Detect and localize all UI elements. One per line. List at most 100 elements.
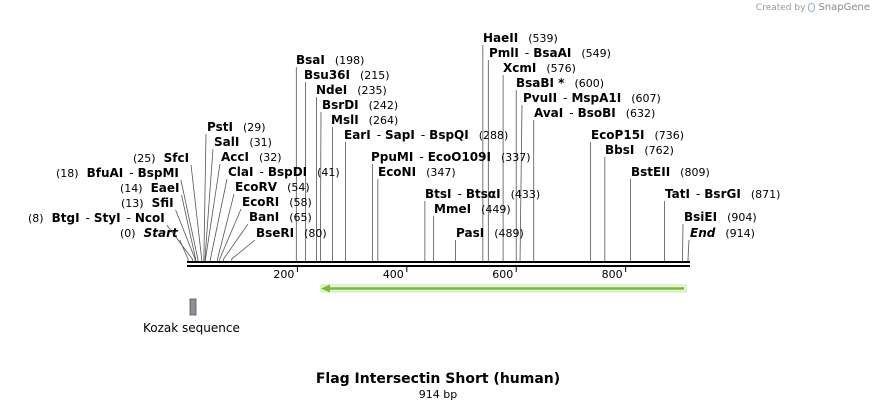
site-position: (607) [631, 92, 661, 105]
site-name: BseRI [256, 226, 294, 240]
site-name: PstI [207, 120, 233, 134]
credit-brand: SnapGene [818, 2, 870, 13]
site-eaei[interactable]: (14) EaeI [120, 181, 180, 195]
site-name: EcoRV [235, 180, 278, 194]
site-name: BsaBI * [516, 76, 565, 90]
site-clai[interactable]: ClaI - BspDI (41) [228, 165, 340, 179]
site-bfuai[interactable]: (18) BfuAI - BspMI [56, 166, 179, 180]
site-name: End [690, 226, 716, 240]
site-leader [204, 148, 214, 262]
site-name: SfcI [164, 151, 189, 165]
site-ecop15i[interactable]: EcoP15I (736) [591, 128, 684, 142]
feature-label-kozak[interactable]: Kozak sequence [143, 321, 240, 335]
site-name: BspQI [429, 128, 469, 142]
site-name: ClaI [228, 165, 253, 179]
site-bsiei[interactable]: BsiEI (904) [684, 210, 757, 224]
site-position: (347) [426, 166, 456, 179]
site-name: EarI [344, 128, 371, 142]
site-position: (632) [626, 107, 656, 120]
site-ppumi[interactable]: PpuMI - EcoO109I (337) [371, 150, 531, 164]
site-position: (13) [121, 197, 144, 210]
site-haeii[interactable]: HaeII (539) [483, 31, 558, 45]
site-bsrdi[interactable]: BsrDI (242) [322, 98, 398, 112]
site-leader [175, 209, 196, 262]
site-btgi[interactable]: (8) BtgI - StyI - NcoI [28, 211, 165, 225]
site-position: (31) [249, 136, 272, 149]
site-mmei[interactable]: MmeI (449) [434, 202, 511, 216]
site-position: (914) [725, 227, 755, 240]
site-name: BsaAI [533, 46, 571, 60]
axis-tick-label: 800 [602, 268, 623, 281]
site-name: BsrDI [322, 98, 359, 112]
site-ecorv[interactable]: EcoRV (54) [235, 180, 310, 194]
site-name: BtgI [52, 211, 80, 225]
site-start[interactable]: (0) Start [120, 226, 179, 240]
site-position: (235) [357, 84, 387, 97]
site-position: (0) [120, 227, 136, 240]
site-name: EcoP15I [591, 128, 645, 142]
site-name: TatI [665, 187, 690, 201]
site-pasi[interactable]: PasI (489) [456, 226, 524, 240]
site-econi[interactable]: EcoNI (347) [378, 165, 456, 179]
site-separator: - [458, 187, 462, 201]
site-end[interactable]: End (914) [690, 226, 755, 240]
site-name: MmeI [434, 202, 471, 216]
site-eari[interactable]: EarI - SapI - BspQI (288) [344, 128, 508, 142]
site-name: BsaI [296, 53, 325, 67]
site-name: Bsu36I [304, 68, 350, 82]
site-ecori[interactable]: EcoRI (58) [242, 195, 312, 209]
site-position: (736) [655, 129, 685, 142]
site-leader [203, 133, 207, 262]
site-separator: - [421, 128, 425, 142]
site-name: StyI [94, 211, 121, 225]
site-sfii[interactable]: (13) SfiI [121, 196, 174, 210]
axis-tick-label: 400 [383, 268, 404, 281]
site-bsteii[interactable]: BstEII (809) [631, 165, 710, 179]
site-pvuii[interactable]: PvuII - MspA1I (607) [523, 91, 661, 105]
axis-tick-label: 600 [492, 268, 513, 281]
site-name: AvaI [534, 106, 563, 120]
site-position: (809) [680, 166, 710, 179]
site-position: (242) [369, 99, 399, 112]
site-ndei[interactable]: NdeI (235) [316, 83, 387, 97]
kozak-feature-box[interactable] [189, 298, 197, 316]
site-tati[interactable]: TatI - BsrGI (871) [665, 187, 780, 201]
site-name: BbsI [605, 143, 634, 157]
site-name: BspMI [138, 166, 179, 180]
site-xcmi[interactable]: XcmI (576) [503, 61, 576, 75]
sequence-backbone [187, 261, 690, 267]
site-bani[interactable]: BanI (65) [249, 210, 312, 224]
site-bsabi-[interactable]: BsaBI * (600) [516, 76, 604, 90]
site-sfci[interactable]: (25) SfcI [133, 151, 189, 165]
site-psti[interactable]: PstI (29) [207, 120, 266, 134]
map-length: 914 bp [418, 388, 458, 401]
site-bbsi[interactable]: BbsI (762) [605, 143, 674, 157]
site-separator: - [127, 211, 131, 225]
axis-ticks: 200 400 600 800 [273, 266, 627, 281]
site-name: SalI [214, 135, 239, 149]
site-pmli[interactable]: PmlI - BsaAI (549) [489, 46, 611, 60]
site-name: PvuII [523, 91, 557, 105]
site-name: BfuAI [87, 166, 124, 180]
site-msli[interactable]: MslI (264) [331, 113, 398, 127]
site-position: (489) [494, 227, 524, 240]
features[interactable] [189, 284, 687, 316]
site-position: (762) [644, 144, 674, 157]
site-avai[interactable]: AvaI - BsoBI (632) [534, 106, 655, 120]
site-leader [217, 193, 235, 262]
site-bsu36i[interactable]: Bsu36I (215) [304, 68, 390, 82]
site-position: (14) [120, 182, 143, 195]
site-sali[interactable]: SalI (31) [214, 135, 272, 149]
site-acci[interactable]: AccI (32) [221, 150, 282, 164]
site-separator: - [563, 91, 567, 105]
credit-prefix: Created by [755, 2, 806, 13]
site-name: EcoO109I [428, 150, 491, 164]
site-position: (25) [133, 152, 156, 165]
site-name: BstEII [631, 165, 670, 179]
site-name: XcmI [503, 61, 536, 75]
site-leader [181, 194, 197, 262]
site-bseri[interactable]: BseRI (80) [256, 226, 327, 240]
site-bsai[interactable]: BsaI (198) [296, 53, 364, 67]
site-btsi[interactable]: BtsI - BtsαI (433) [425, 187, 540, 201]
